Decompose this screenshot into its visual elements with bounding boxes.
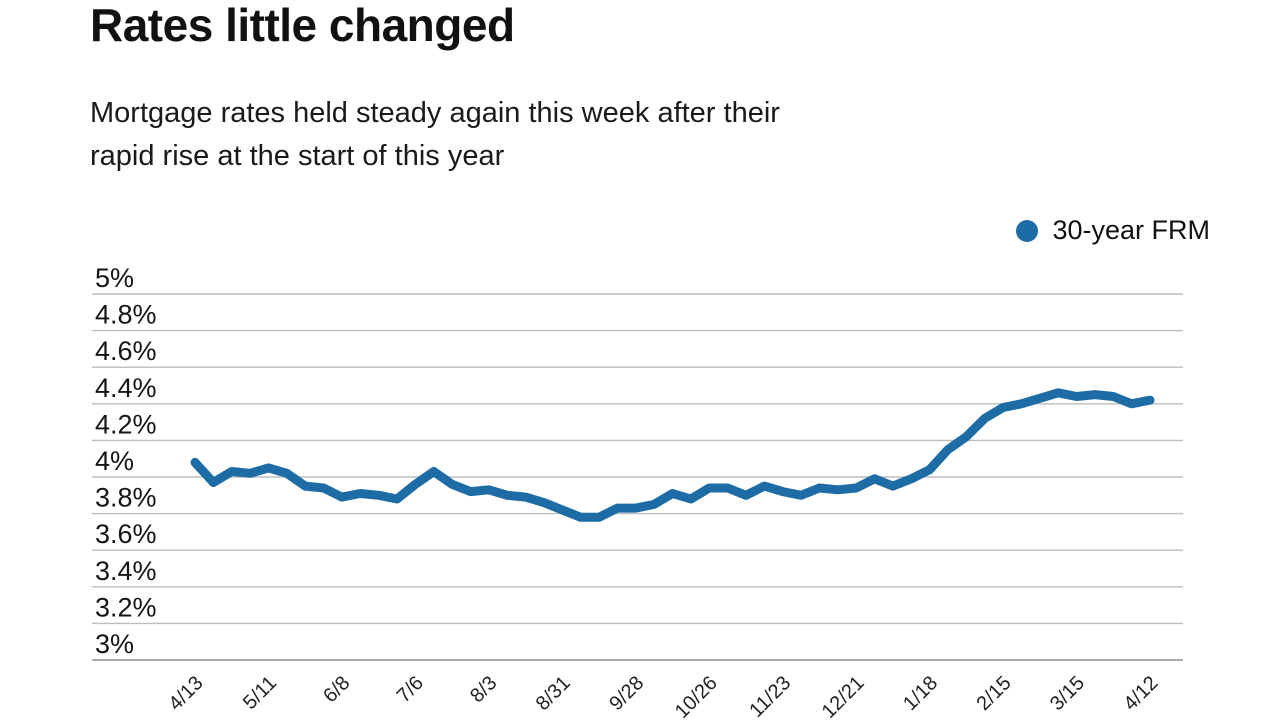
series-line-30-year-frm — [190, 388, 1155, 522]
y-axis-tick-label: 3% — [95, 629, 134, 659]
x-axis-tick-label: 4/13 — [164, 672, 207, 715]
x-axis-tick-label: 4/12 — [1119, 672, 1162, 715]
x-axis-tick-label: 8/3 — [466, 672, 501, 707]
y-axis-tick-label: 3.4% — [95, 556, 157, 586]
x-axis-tick-label: 12/21 — [818, 672, 869, 720]
legend-label: 30-year FRM — [1052, 215, 1210, 245]
chart-subtitle-line-1: Mortgage rates held steady again this we… — [90, 97, 780, 129]
x-axis-tick-label: 6/8 — [319, 672, 354, 707]
y-axis-tick-label: 4% — [95, 446, 134, 476]
gridlines — [92, 293, 1183, 661]
y-axis-tick-label: 4.6% — [95, 336, 157, 366]
legend-marker-dot — [1016, 219, 1039, 242]
x-axis-tick-label: 10/26 — [671, 672, 722, 720]
x-axis-tick-label: 7/6 — [393, 672, 428, 707]
chart-subtitle-line-2: rapid rise at the start of this year — [90, 140, 505, 172]
chart-title: Rates little changed — [90, 0, 515, 51]
y-axis-tick-label: 4.4% — [95, 373, 157, 403]
x-axis-tick-label: 11/23 — [745, 672, 795, 720]
y-axis-tick-label: 3.8% — [95, 483, 157, 513]
x-axis-tick-label: 8/31 — [532, 672, 575, 715]
y-axis-tick-label: 4.8% — [95, 300, 157, 330]
legend: 30-year FRM — [1016, 215, 1210, 246]
y-axis-tick-label: 3.2% — [95, 592, 157, 622]
x-axis-tick-label: 3/15 — [1046, 672, 1089, 715]
y-axis-tick-label: 3.6% — [95, 519, 157, 549]
y-axis-tick-label: 4.2% — [95, 409, 157, 439]
x-axis-tick-label: 9/28 — [605, 672, 648, 715]
y-axis-labels: 5% 4.8% 4.6% 4.4% 4.2% 4% 3.8% 3.6% 3.4% 3.2% 3% — [95, 263, 157, 659]
chart-subtitle: Mortgage rates held steady again this we… — [90, 92, 780, 178]
x-axis-tick-label: 2/15 — [973, 672, 1016, 715]
x-axis-tick-label: 5/11 — [239, 672, 281, 714]
x-axis-labels: 4/13 5/11 6/8 7/6 8/3 8/31 9/28 10/26 11/23 12/21… — [164, 672, 1162, 720]
x-axis-tick-label: 1/18 — [899, 672, 942, 715]
y-axis-tick-label: 5% — [95, 263, 134, 293]
